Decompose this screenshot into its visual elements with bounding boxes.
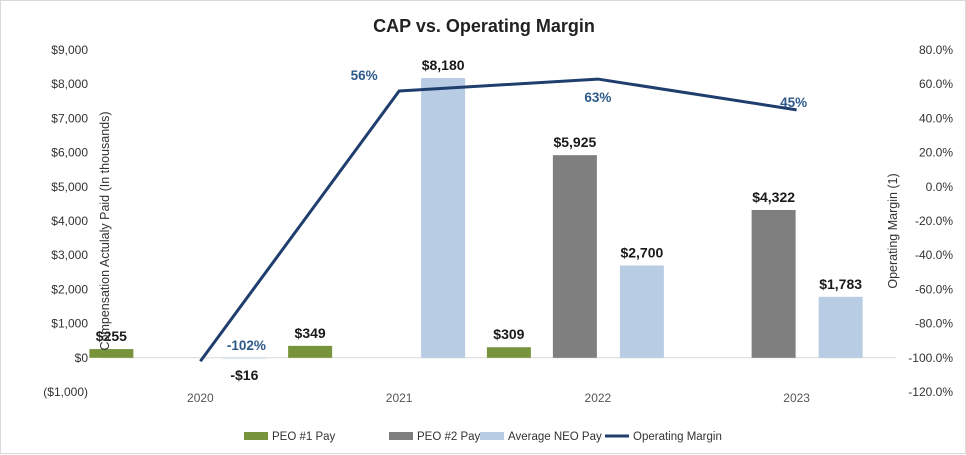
- average-neo-pay-bar: [818, 296, 863, 358]
- y-tick-label: ($1,000): [43, 385, 88, 399]
- peo-2-pay-bar: [751, 209, 796, 358]
- y-tick-label: $6,000: [51, 146, 88, 160]
- peo-2-pay-bar: [552, 155, 597, 358]
- y-tick-label: $9,000: [51, 43, 88, 57]
- y2-tick-label: -20.0%: [915, 214, 953, 228]
- average-neo-pay-bar: [222, 357, 267, 359]
- line-labels-group: -102% 56% 63% 45%: [227, 68, 807, 353]
- y2-tick-label: 40.0%: [919, 111, 953, 125]
- x-category-label: 2020: [187, 391, 214, 405]
- y-tick-label: $5,000: [51, 180, 88, 194]
- average-neo-pay-data-label: -$16: [230, 367, 258, 383]
- average-neo-pay-data-label: $8,180: [422, 57, 465, 73]
- peo-1-pay-bar: [89, 349, 134, 358]
- y-tick-label: $7,000: [51, 111, 88, 125]
- y2-tick-label: -40.0%: [915, 248, 953, 262]
- operating-margin-data-label: -102%: [227, 338, 266, 353]
- average-neo-pay-legend-label: Average NEO Pay: [508, 431, 602, 443]
- bars-group: [89, 78, 863, 359]
- peo-1-pay-data-label: $349: [295, 325, 326, 341]
- legend: PEO #1 Pay PEO #2 Pay Average NEO Pay Opera…: [244, 431, 722, 443]
- average-neo-pay-legend-swatch: [480, 432, 504, 440]
- operating-margin-line-group: [199, 77, 797, 363]
- y-tick-label: $1,000: [51, 317, 88, 331]
- y2-axis-ticks: -120.0% -100.0% -80.0% -60.0% -40.0% -20.0% 0.…: [908, 43, 953, 399]
- operating-margin-data-label: 45%: [780, 95, 807, 110]
- average-neo-pay-data-label: $2,700: [620, 244, 663, 260]
- peo-1-pay-bar: [486, 347, 531, 358]
- peo-2-pay-legend-swatch: [389, 432, 413, 440]
- bar-labels-group: $255 $349 $309 $5,925 $4,322 -$16 $8,180 $2,700…: [96, 57, 862, 383]
- operating-margin-data-label: 63%: [584, 90, 611, 105]
- y2-tick-label: -80.0%: [915, 317, 953, 331]
- average-neo-pay-bar: [421, 78, 466, 358]
- y-tick-label: $0: [75, 351, 89, 365]
- y2-tick-label: -120.0%: [908, 385, 953, 399]
- average-neo-pay-bar: [619, 265, 664, 358]
- operating-margin-data-label: 56%: [351, 68, 378, 83]
- operating-margin-legend-label: Operating Margin: [633, 431, 722, 443]
- peo-1-pay-legend-swatch: [244, 432, 268, 440]
- y2-tick-label: 80.0%: [919, 43, 953, 57]
- peo-2-pay-data-label: $5,925: [553, 134, 596, 150]
- y-tick-label: $3,000: [51, 248, 88, 262]
- y-axis-ticks: ($1,000) $0 $1,000 $2,000 $3,000 $4,000 $5,000…: [43, 43, 88, 399]
- peo-1-pay-data-label: $309: [493, 326, 524, 342]
- x-category-label: 2021: [386, 391, 413, 405]
- category-labels: 2020 2021 2022 2023: [187, 391, 810, 405]
- y2-tick-label: 20.0%: [919, 146, 953, 160]
- peo-1-pay-legend-label: PEO #1 Pay: [272, 431, 336, 443]
- y-tick-label: $8,000: [51, 77, 88, 91]
- operating-margin-line: [199, 77, 797, 363]
- y-tick-label: $2,000: [51, 282, 88, 296]
- peo-2-pay-data-label: $4,322: [752, 189, 795, 205]
- peo-1-pay-bar: [288, 345, 333, 358]
- chart-title: CAP vs. Operating Margin: [373, 16, 595, 36]
- y-tick-label: $4,000: [51, 214, 88, 228]
- y2-axis-title: Operating Margin (1): [886, 173, 900, 288]
- y2-tick-label: 60.0%: [919, 77, 953, 91]
- y2-tick-label: -60.0%: [915, 282, 953, 296]
- peo-1-pay-data-label: $255: [96, 328, 127, 344]
- x-category-label: 2023: [783, 391, 810, 405]
- peo-2-pay-legend-label: PEO #2 Pay: [417, 431, 481, 443]
- y2-tick-label: 0.0%: [926, 180, 954, 194]
- average-neo-pay-data-label: $1,783: [819, 276, 862, 292]
- y2-tick-label: -100.0%: [908, 351, 953, 365]
- x-category-label: 2022: [585, 391, 612, 405]
- y-axis-title: Compensation Actulaly Paid (In thousands…: [98, 111, 112, 350]
